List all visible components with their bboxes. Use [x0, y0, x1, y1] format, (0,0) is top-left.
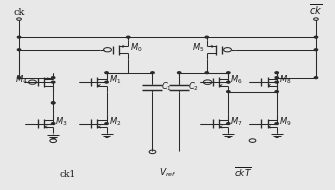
Text: $V_{ref}$: $V_{ref}$ — [159, 167, 176, 179]
Circle shape — [127, 36, 130, 38]
Text: $M_0$: $M_0$ — [130, 41, 143, 54]
Text: $\overline{ckT}$: $\overline{ckT}$ — [234, 165, 253, 179]
Circle shape — [227, 81, 230, 83]
Circle shape — [227, 91, 230, 93]
Text: $M_7$: $M_7$ — [230, 115, 243, 127]
Circle shape — [314, 36, 318, 38]
Circle shape — [275, 77, 278, 78]
Circle shape — [52, 77, 55, 78]
Circle shape — [227, 72, 230, 74]
Text: ck1: ck1 — [59, 170, 75, 179]
Circle shape — [17, 77, 21, 78]
Circle shape — [151, 72, 154, 74]
Circle shape — [178, 72, 181, 74]
Circle shape — [275, 91, 278, 93]
Circle shape — [275, 81, 278, 83]
Text: $C_2$: $C_2$ — [188, 80, 199, 93]
Text: $M_2$: $M_2$ — [109, 115, 121, 127]
Circle shape — [105, 72, 108, 74]
Circle shape — [52, 123, 55, 124]
Text: $M_1$: $M_1$ — [109, 74, 121, 86]
Circle shape — [227, 123, 230, 124]
Text: ck: ck — [13, 8, 25, 17]
Circle shape — [105, 81, 108, 83]
Circle shape — [205, 36, 208, 38]
Circle shape — [105, 123, 108, 124]
Text: $M_8$: $M_8$ — [279, 74, 291, 86]
Text: $M_9$: $M_9$ — [279, 115, 291, 127]
Circle shape — [275, 72, 278, 74]
Circle shape — [205, 72, 208, 74]
Text: $M_3$: $M_3$ — [55, 115, 68, 127]
Circle shape — [52, 81, 55, 83]
Circle shape — [314, 49, 318, 51]
Circle shape — [52, 102, 55, 104]
Circle shape — [275, 123, 278, 124]
Text: $M_4$: $M_4$ — [15, 74, 27, 86]
Text: $\overline{ck}$: $\overline{ck}$ — [309, 2, 323, 17]
Circle shape — [314, 77, 318, 78]
Circle shape — [17, 49, 21, 51]
Circle shape — [17, 36, 21, 38]
Text: $M_5$: $M_5$ — [192, 41, 205, 54]
Text: $C_1$: $C_1$ — [161, 80, 172, 93]
Circle shape — [52, 102, 55, 104]
Text: $M_6$: $M_6$ — [230, 74, 243, 86]
